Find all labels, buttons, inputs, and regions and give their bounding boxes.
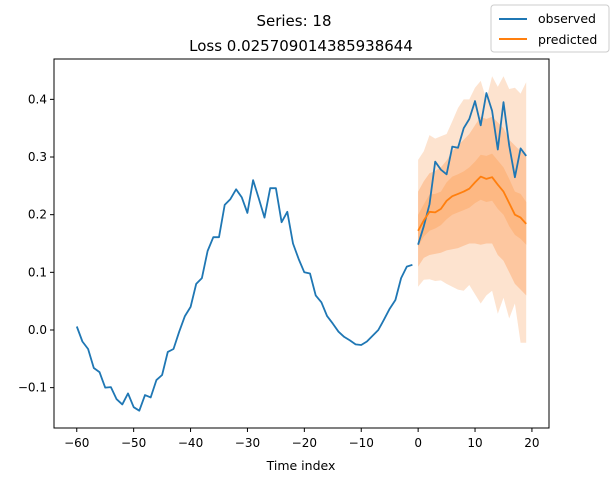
legend-box bbox=[490, 4, 610, 53]
x-tick-label: −40 bbox=[178, 436, 203, 450]
chart-subtitle: Loss 0.025709014385938644 bbox=[189, 37, 413, 55]
series-line-predicted-2 bbox=[417, 175, 527, 232]
y-tick-label: 0.3 bbox=[28, 150, 47, 164]
legend: observed predicted bbox=[490, 4, 610, 53]
series-lines bbox=[75, 92, 527, 412]
y-tick-label: 0.4 bbox=[28, 92, 47, 106]
legend-observed-label: observed bbox=[538, 11, 596, 26]
x-tick-label: −10 bbox=[349, 436, 374, 450]
y-tick-label: 0.1 bbox=[28, 265, 47, 279]
legend-predicted-label: predicted bbox=[538, 32, 597, 47]
series-line-observed-0 bbox=[75, 179, 413, 412]
y-tick-label: 0.0 bbox=[28, 323, 47, 337]
x-tick-label: −50 bbox=[121, 436, 146, 450]
x-tick-label: 10 bbox=[467, 436, 482, 450]
x-tick-label: 0 bbox=[414, 436, 422, 450]
x-axis-label: Time index bbox=[266, 458, 336, 473]
band-inner bbox=[418, 153, 527, 247]
x-tick-label: −20 bbox=[292, 436, 317, 450]
x-axis-ticks: −60 −50 −40 −30 −20 −10 0 10 20 bbox=[64, 428, 540, 450]
x-tick-label: −60 bbox=[64, 436, 89, 450]
y-tick-label: −0.1 bbox=[18, 381, 47, 395]
series-line-observed-1 bbox=[417, 92, 527, 245]
x-tick-label: 20 bbox=[524, 436, 539, 450]
y-axis-ticks: −0.1 0.0 0.1 0.2 0.3 0.4 bbox=[18, 92, 54, 395]
chart-title: Series: 18 bbox=[256, 12, 331, 30]
band-mid bbox=[418, 116, 527, 296]
y-tick-label: 0.2 bbox=[28, 208, 47, 222]
x-tick-label: −30 bbox=[235, 436, 260, 450]
plot-frame bbox=[53, 58, 550, 429]
